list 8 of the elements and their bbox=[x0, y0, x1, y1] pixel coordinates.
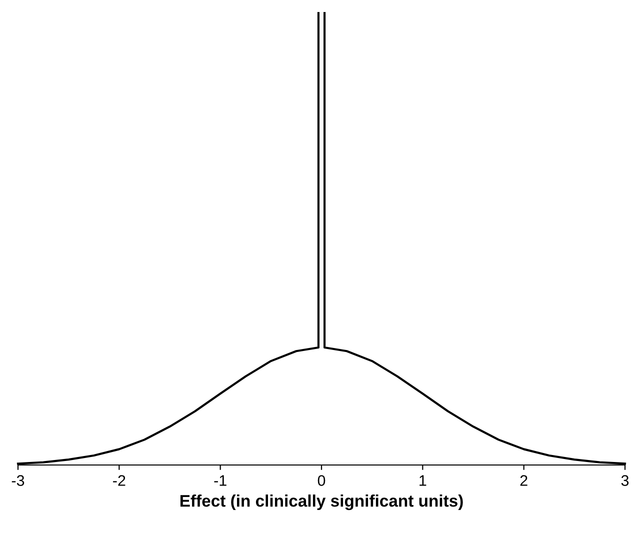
x-tick-label: 3 bbox=[621, 475, 629, 486]
x-tick-label: 0 bbox=[318, 475, 326, 486]
x-tick-label: 2 bbox=[520, 475, 528, 486]
x-tick-label: -3 bbox=[12, 475, 24, 486]
x-tick-label: -1 bbox=[214, 475, 226, 486]
x-tick-label: 1 bbox=[420, 475, 426, 486]
x-tick-label: -2 bbox=[113, 475, 126, 486]
x-axis-title: Effect (in clinically significant units) bbox=[180, 494, 463, 510]
